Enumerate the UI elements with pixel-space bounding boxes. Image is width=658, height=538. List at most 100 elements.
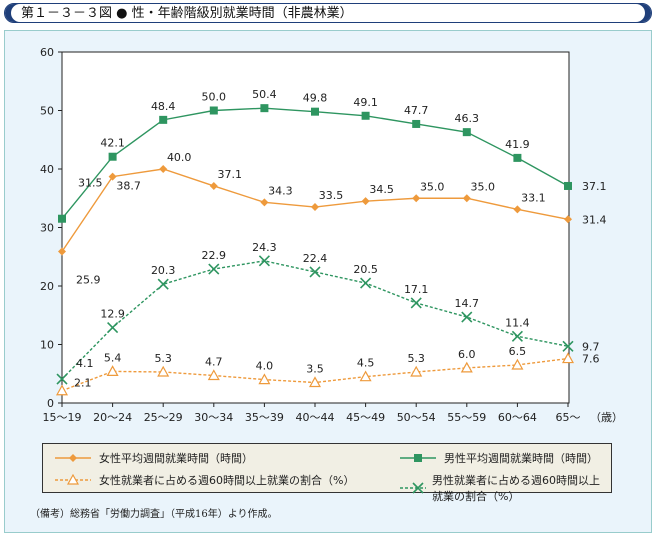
- x-tick-label: 35～39: [245, 411, 284, 424]
- line-chart: 0 10 20 30 40 50 60 15～19 20～24 25～29 30～34 35～39 40…: [40, 46, 623, 424]
- x-axis-unit: （歳）: [590, 411, 623, 424]
- data-label: 34.5: [369, 183, 394, 196]
- data-label: 17.1: [404, 283, 429, 296]
- data-label: 25.9: [76, 273, 101, 286]
- legend-swatch: [55, 474, 91, 485]
- y-tick-label: 50: [40, 105, 54, 118]
- data-label: 7.6: [582, 353, 600, 366]
- x-marker: [461, 311, 473, 323]
- square-marker: [564, 181, 572, 190]
- data-label: 33.1: [521, 191, 546, 204]
- figure-title: 第１－３－３図 ● 性・年齢階級別就業時間（非農林業）: [4, 3, 652, 23]
- data-label: 49.1: [353, 96, 378, 109]
- legend-label: 女性就業者に占める週60時間以上就業の割合（%）: [99, 474, 355, 487]
- legend: 女性平均週間就業時間（時間） 男性平均週間就業時間（時間） 女性就業者に占める週60…: [42, 443, 612, 503]
- legend-item: 女性就業者に占める週60時間以上就業の割合（%）: [53, 472, 354, 488]
- y-tick-label: 60: [40, 46, 54, 59]
- series-line: [61, 260, 569, 380]
- x-tick-label: 30～34: [194, 411, 233, 424]
- x-marker: [107, 321, 119, 334]
- x-marker: [412, 482, 424, 494]
- diamond-marker: [58, 247, 66, 256]
- legend-item: 男性平均週間就業時間（時間）: [398, 450, 598, 466]
- y-tick-label: 30: [40, 222, 54, 235]
- data-label: 20.5: [353, 263, 378, 276]
- square-marker: [513, 153, 522, 162]
- square-marker: [260, 104, 269, 113]
- x-marker: [56, 373, 68, 385]
- data-label: 31.4: [582, 213, 607, 226]
- square-marker: [412, 119, 421, 128]
- data-label: 4.5: [357, 357, 375, 370]
- triangle-marker: [106, 365, 119, 377]
- data-label: 50.0: [202, 91, 227, 104]
- square-marker: [58, 214, 66, 223]
- data-label: 41.9: [505, 138, 530, 151]
- x-tick-label: 40～44: [296, 411, 335, 424]
- x-tick-label: 25～29: [144, 411, 183, 424]
- diamond-marker: [462, 194, 471, 203]
- diamond-marker: [311, 203, 319, 212]
- data-label: 50.4: [252, 88, 277, 101]
- square-marker: [462, 128, 471, 137]
- square-marker: [361, 111, 370, 120]
- data-label: 34.3: [268, 184, 293, 197]
- triangle-marker: [308, 376, 322, 388]
- data-label: 35.0: [420, 180, 445, 193]
- data-label: 9.7: [582, 340, 600, 353]
- data-label: 11.4: [505, 316, 530, 329]
- x-marker: [309, 266, 321, 278]
- legend-label: 男性平均週間就業時間（時間）: [444, 452, 598, 465]
- data-label: 5.3: [407, 352, 425, 365]
- data-label: 14.7: [455, 297, 480, 310]
- series-1: 25.9 38.7 40.0 37.1 34.3 33.5 34.5 35.0 35.0 33.1…: [58, 151, 607, 286]
- diamond-marker: [412, 194, 421, 203]
- y-tick-label: 40: [40, 163, 54, 176]
- square-marker: [108, 152, 117, 161]
- data-label: 47.7: [404, 104, 429, 117]
- x-marker: [562, 340, 574, 352]
- series-3: 2.1 5.4 5.3 4.7 4.0 3.5 4.5 5.3 6.0 6.5 7.6: [55, 345, 600, 396]
- x-tick-label: 60～64: [498, 411, 537, 424]
- x-marker: [157, 278, 169, 290]
- data-label: 5.4: [104, 351, 122, 364]
- data-label: 48.4: [151, 100, 176, 113]
- data-label: 6.5: [509, 345, 527, 358]
- square-marker: [311, 107, 319, 116]
- legend-swatch: [55, 454, 91, 462]
- triangle-marker: [66, 474, 80, 485]
- triangle-marker: [410, 365, 423, 377]
- x-tick-label: 20～24: [93, 411, 132, 424]
- data-label: 31.5: [78, 177, 103, 190]
- data-label: 24.3: [252, 241, 277, 254]
- data-label: 5.3: [154, 352, 172, 365]
- triangle-marker: [55, 384, 69, 396]
- data-label: 35.0: [471, 180, 496, 193]
- legend-label: 女性平均週間就業時間（時間）: [99, 452, 253, 465]
- data-label: 37.1: [218, 168, 243, 181]
- diamond-marker: [69, 454, 77, 462]
- series-2: 31.5 42.1 48.4 50.0 50.4 49.8 49.1 47.7 46.3 41.9…: [58, 88, 607, 223]
- x-tick-label: 55～59: [447, 411, 486, 424]
- triangle-marker: [157, 365, 170, 377]
- data-label: 4.0: [256, 360, 274, 373]
- x-marker: [511, 330, 523, 342]
- triangle-marker: [511, 358, 524, 370]
- data-label: 20.3: [151, 264, 176, 277]
- legend-swatch: [400, 482, 427, 494]
- y-tick-label: 0: [47, 397, 54, 410]
- triangle-marker: [460, 361, 473, 373]
- data-label: 3.5: [306, 363, 324, 376]
- diamond-marker: [159, 165, 168, 173]
- data-label: 40.0: [167, 151, 192, 164]
- x-marker: [208, 263, 220, 275]
- x-marker: [410, 297, 422, 309]
- data-label: 22.4: [303, 252, 328, 265]
- data-label: 49.8: [303, 92, 328, 105]
- y-tick-label: 20: [40, 280, 54, 293]
- legend-item: 女性平均週間就業時間（時間）: [53, 450, 253, 466]
- diamond-marker: [361, 197, 370, 206]
- diamond-marker: [513, 205, 522, 214]
- triangle-marker: [258, 373, 271, 385]
- data-label: 37.1: [582, 180, 607, 193]
